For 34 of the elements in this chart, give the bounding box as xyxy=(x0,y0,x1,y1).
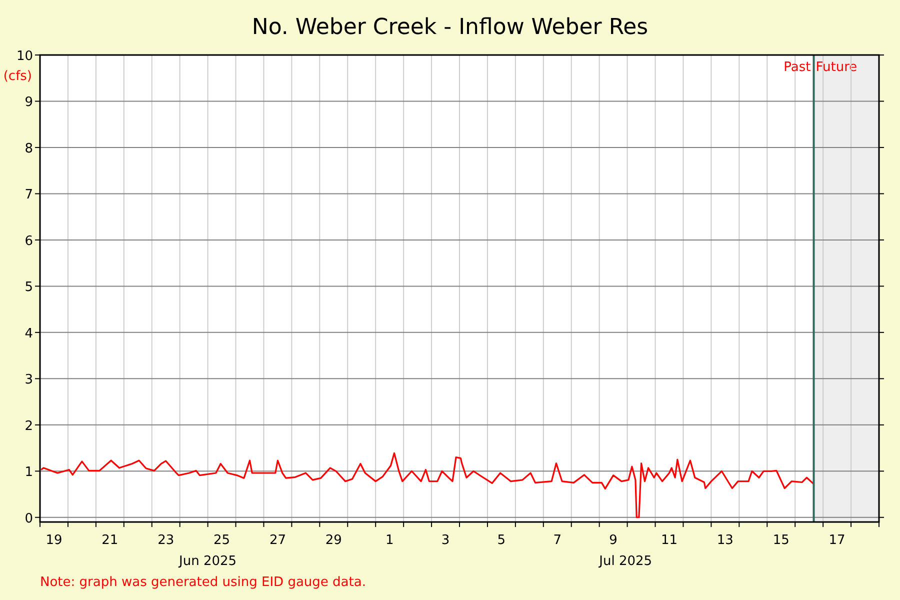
text: Jul 2025 xyxy=(598,554,652,569)
line-series xyxy=(40,452,815,518)
x-tick-label: 19 xyxy=(46,533,62,548)
x-tick-label: 29 xyxy=(325,533,342,548)
chart-title: No. Weber Creek - Inflow Weber Res xyxy=(252,15,648,40)
text: Jun 2025 xyxy=(178,554,237,569)
y-tick-label: 1 xyxy=(24,465,33,480)
x-tick-label: 23 xyxy=(158,533,174,548)
x-tick-label: 1 xyxy=(385,533,394,548)
y-tick-label: 7 xyxy=(24,188,33,203)
x-tick-label: 15 xyxy=(772,533,790,548)
y-tick-label: 2 xyxy=(24,418,33,434)
x-tick-label: 17 xyxy=(828,533,846,548)
x-tick-label: 21 xyxy=(102,533,118,548)
x-tick-label: 11 xyxy=(660,533,678,548)
y-tick-label: 0 xyxy=(24,511,33,526)
y-tick-label: 4 xyxy=(24,326,33,342)
y-tick-label: 5 xyxy=(24,280,33,296)
x-tick-label: 5 xyxy=(497,533,506,548)
y-tick-label: 6 xyxy=(24,234,33,249)
y-tick-label: 3 xyxy=(24,372,33,388)
x-tick-label: 25 xyxy=(214,533,230,548)
x-tick-label: 9 xyxy=(609,533,618,548)
y-tick-label: 9 xyxy=(24,95,33,110)
y-tick-label: 10 xyxy=(16,49,33,64)
x-tick-label: 3 xyxy=(441,533,450,548)
text: Note: graph was generated using EID gauge data. xyxy=(40,575,366,590)
y-axis-title: (cfs) xyxy=(3,69,32,84)
x-tick-label: 13 xyxy=(716,533,734,548)
band-label: Future xyxy=(816,60,858,75)
x-tick-label: 27 xyxy=(269,533,286,548)
ref-line-label: Past xyxy=(784,60,811,75)
y-tick-label: 8 xyxy=(24,141,33,156)
x-tick-label: 7 xyxy=(553,533,562,548)
